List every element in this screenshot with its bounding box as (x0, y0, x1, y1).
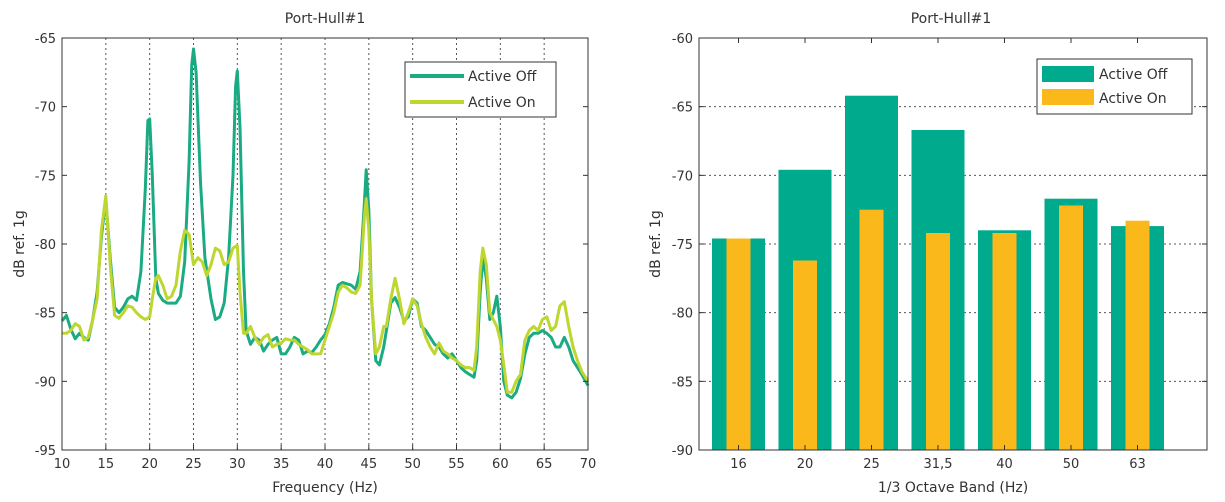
y-tick-label: -80 (35, 238, 56, 253)
x-tick-label: 16 (730, 457, 747, 472)
y-tick-label: -70 (35, 101, 56, 116)
x-tick-label: 65 (536, 457, 553, 472)
chart-title: Port-Hull#1 (285, 11, 366, 27)
legend-box (404, 61, 557, 118)
y-tick-label: -75 (672, 238, 693, 253)
y-tick-label: -95 (35, 444, 56, 459)
legend-label-active-on: Active On (1099, 91, 1167, 107)
axes: 16 20 25 31,5 40 50 63 -60 -65 -70 -75 -80 -85 -90 (672, 32, 1207, 472)
x-tick-label: 35 (273, 457, 290, 472)
bar-active-on (859, 209, 884, 450)
x-tick-label: 20 (141, 457, 158, 472)
bar-active-on (793, 260, 817, 450)
legend: Active Off Active On (404, 61, 557, 118)
x-tick-label: 25 (863, 457, 880, 472)
x-tick-label: 40 (996, 457, 1013, 472)
x-tick-label: 25 (185, 457, 202, 472)
y-tick-label: -65 (35, 32, 56, 47)
bar-series-group (712, 95, 1164, 451)
chart-title: Port-Hull#1 (911, 11, 992, 27)
x-tick-label: 50 (1063, 457, 1080, 472)
x-tick-label: 50 (404, 457, 421, 472)
bar-active-on (1059, 205, 1083, 450)
legend-swatch-active-off (1042, 66, 1094, 82)
x-tick-label: 10 (54, 457, 71, 472)
y-axis-label: dB ref. 1g (12, 210, 28, 278)
x-tick-label: 40 (317, 457, 334, 472)
line-chart: Port-Hull#1 10 15 20 25 30 35 40 45 50 55 60 65 70 -6… (12, 11, 596, 496)
bar-active-on (926, 233, 950, 450)
legend-swatch-active-on (1042, 89, 1094, 105)
y-tick-label: -60 (672, 32, 693, 47)
x-axis-label: Frequency (Hz) (272, 480, 378, 496)
x-tick-label: 70 (580, 457, 597, 472)
y-axis-label: dB ref. 1g (648, 210, 664, 278)
line-series-group (60, 47, 590, 400)
axes: 10 15 20 25 30 35 40 45 50 55 60 65 70 -65 -70 -75 -80 -8… (35, 32, 597, 472)
series-line-active-on (62, 194, 590, 394)
legend-label-active-off: Active Off (1099, 67, 1168, 83)
bar-active-on (992, 233, 1017, 450)
x-tick-label: 15 (98, 457, 115, 472)
x-tick-label: 30 (229, 457, 246, 472)
y-tick-label: -65 (672, 101, 693, 116)
y-tick-label: -85 (35, 307, 56, 322)
x-tick-label: 55 (448, 457, 465, 472)
legend-label-active-on: Active On (468, 95, 536, 111)
bar-chart: Port-Hull#1 16 20 25 31,5 40 50 63 -60 -65 -70 -75… (648, 11, 1208, 496)
series-line-active-off (60, 47, 590, 400)
bar-active-on (1125, 220, 1150, 450)
y-tick-label: -90 (35, 375, 56, 390)
bar-active-on (726, 238, 751, 450)
y-tick-label: -85 (672, 375, 693, 390)
x-tick-label: 31,5 (924, 457, 953, 472)
legend: Active Off Active On (1036, 58, 1193, 115)
x-tick-label: 45 (361, 457, 378, 472)
y-tick-label: -80 (672, 307, 693, 322)
x-tick-label: 60 (492, 457, 509, 472)
x-tick-label: 20 (797, 457, 814, 472)
y-tick-label: -70 (672, 169, 693, 184)
x-tick-label: 63 (1129, 457, 1146, 472)
x-axis-label: 1/3 Octave Band (Hz) (878, 480, 1028, 496)
y-tick-label: -90 (672, 444, 693, 459)
legend-label-active-off: Active Off (468, 69, 537, 85)
y-tick-label: -75 (35, 169, 56, 184)
